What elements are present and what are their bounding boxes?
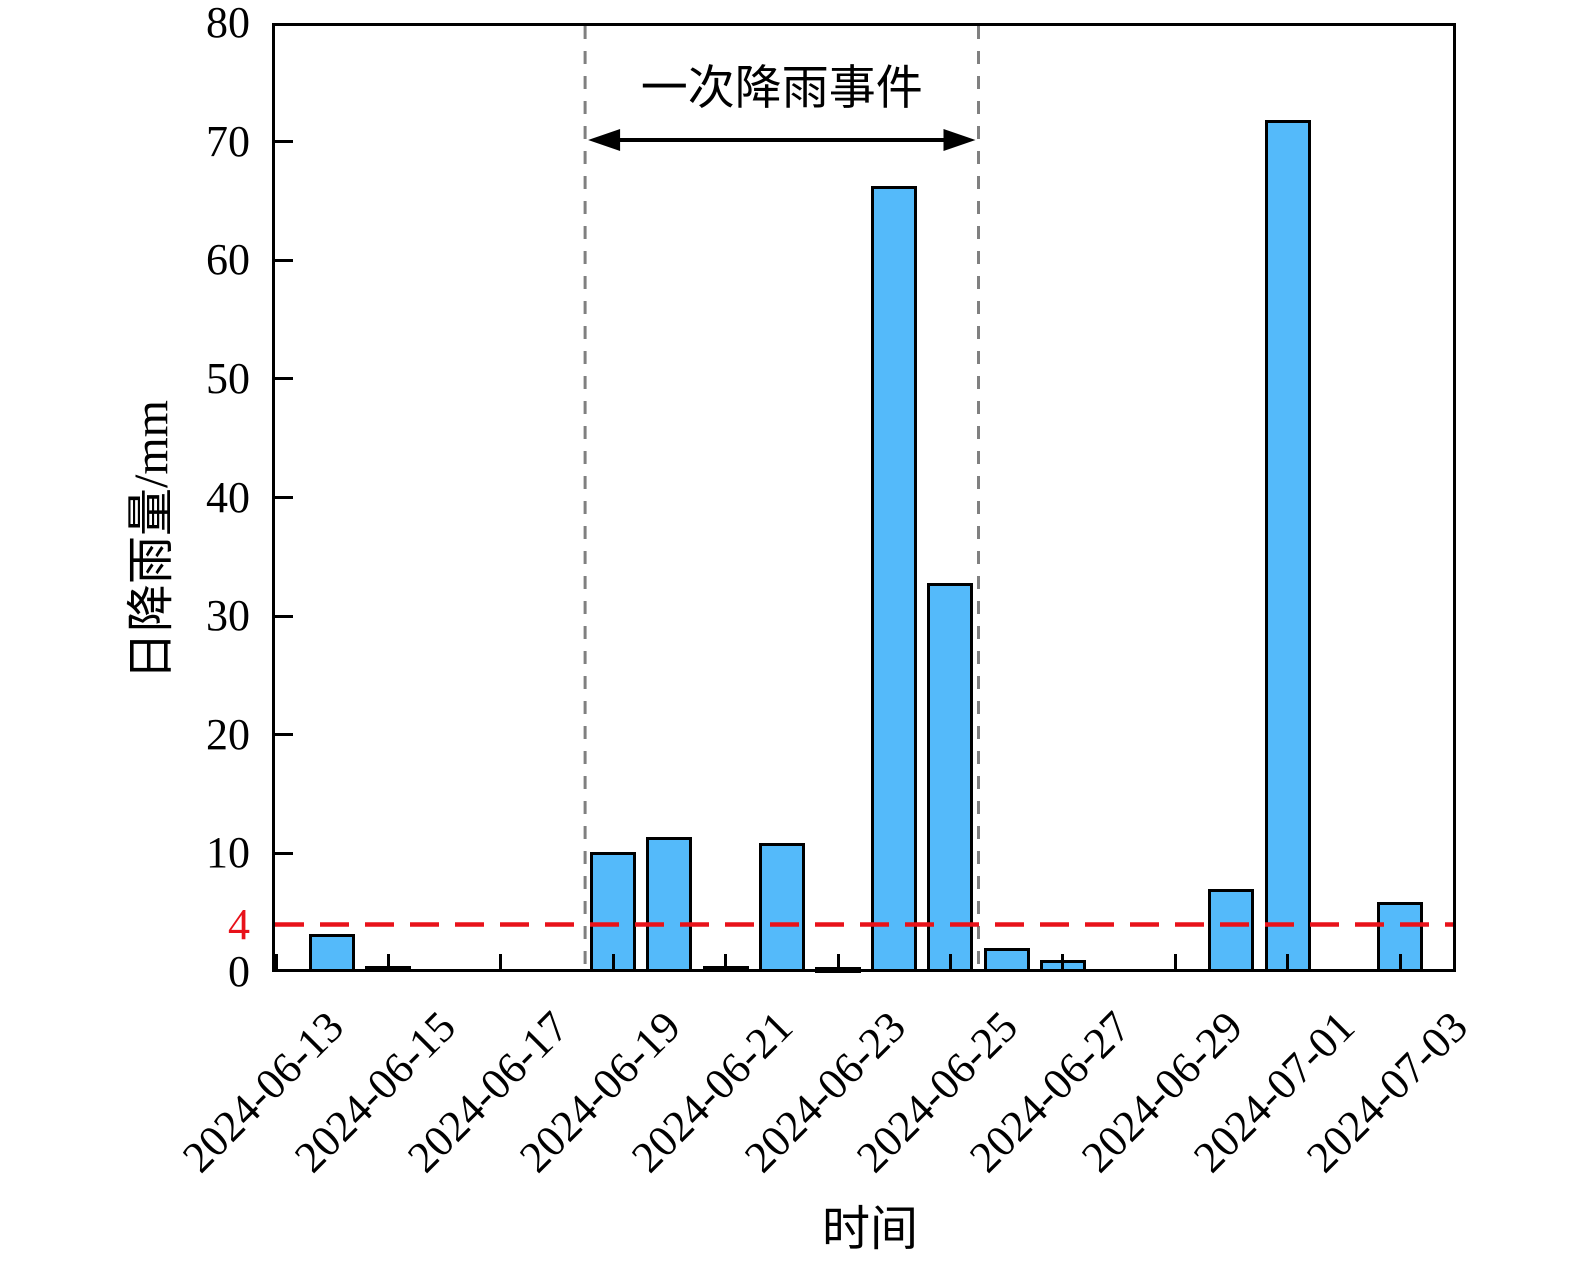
x-tick bbox=[1398, 954, 1402, 972]
plot-area bbox=[272, 23, 1456, 972]
bar-2024-06-20 bbox=[646, 836, 693, 972]
bar-2024-06-22 bbox=[758, 842, 805, 972]
y-tick bbox=[275, 258, 293, 262]
bar-2024-06-30 bbox=[1208, 888, 1255, 972]
x-tick bbox=[1061, 954, 1065, 972]
bar-2024-07-01 bbox=[1264, 120, 1311, 972]
y-tick-label: 80 bbox=[206, 0, 250, 47]
y-tick bbox=[275, 851, 293, 855]
bar-2024-06-14 bbox=[309, 934, 356, 972]
x-tick bbox=[274, 954, 278, 972]
event-span-arrow-icon bbox=[588, 129, 976, 151]
y-tick bbox=[275, 140, 293, 144]
arrow-head-left-icon bbox=[588, 129, 621, 151]
event-annotation-label: 一次降雨事件 bbox=[640, 63, 923, 115]
x-axis-title: 时间 bbox=[821, 1203, 918, 1256]
x-tick bbox=[1173, 954, 1177, 972]
y-tick-label: 70 bbox=[206, 116, 250, 166]
threshold-tick-label: 4 bbox=[228, 899, 250, 949]
x-tick bbox=[1286, 954, 1290, 972]
arrow-head-right-icon bbox=[943, 129, 976, 151]
y-tick-label: 60 bbox=[206, 235, 250, 285]
y-tick-label: 0 bbox=[228, 947, 250, 996]
y-tick-label: 20 bbox=[206, 709, 250, 759]
x-tick bbox=[948, 954, 952, 972]
y-tick-label: 50 bbox=[206, 353, 250, 403]
bar-2024-06-24 bbox=[871, 185, 918, 972]
x-tick bbox=[386, 954, 390, 972]
bar-2024-06-25 bbox=[927, 582, 974, 972]
y-tick-label: 40 bbox=[206, 472, 250, 522]
x-tick bbox=[499, 954, 503, 972]
bar-2024-06-26 bbox=[983, 948, 1030, 972]
y-tick bbox=[275, 496, 293, 499]
x-tick bbox=[611, 954, 615, 972]
y-tick bbox=[275, 377, 293, 381]
y-tick bbox=[275, 733, 293, 737]
x-tick bbox=[836, 954, 840, 972]
y-tick-label: 10 bbox=[206, 828, 250, 878]
y-tick bbox=[275, 614, 293, 618]
y-tick-label: 30 bbox=[206, 591, 250, 641]
x-tick bbox=[724, 954, 728, 972]
